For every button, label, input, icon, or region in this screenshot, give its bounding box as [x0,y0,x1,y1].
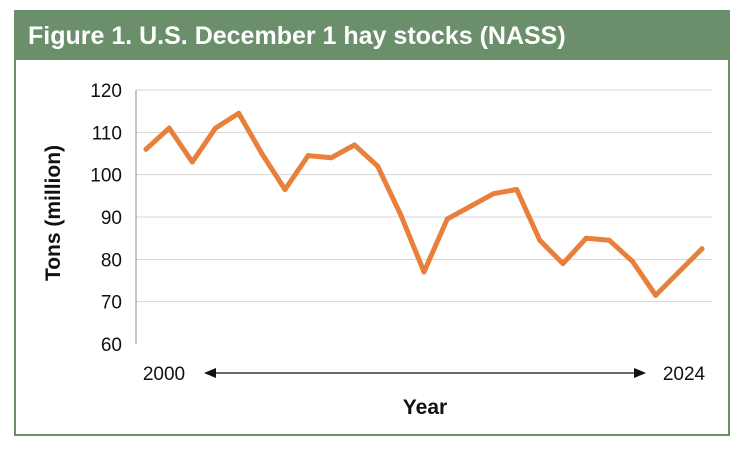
data-point-2004 [236,110,242,116]
data-point-2011 [398,212,404,218]
data-point-2006 [282,186,288,192]
y-axis-title: Tons (million) [42,145,65,281]
data-point-2024 [699,246,705,252]
data-point-2008 [328,155,334,161]
data-point-2017 [537,237,543,243]
data-point-2009 [352,142,357,148]
x-tick-label-start: 2000 [143,364,185,385]
x-tick-label-end: 2024 [663,364,706,385]
data-point-2010 [375,163,381,169]
y-tick-label-120: 120 [90,81,122,102]
data-point-2013 [444,216,450,222]
series-line-0 [143,110,705,298]
data-point-2005 [259,151,265,156]
x-axis-title: Year [403,396,447,419]
data-point-2020 [606,237,612,243]
data-point-2018 [560,261,566,267]
figure-frame: Figure 1. U.S. December 1 hay stocks (NA… [14,10,730,436]
y-tick-label-100: 100 [90,166,122,187]
data-point-2002 [189,159,195,165]
data-point-2012 [421,269,427,275]
data-point-2000 [143,146,149,152]
arrow-left-head [204,368,216,378]
y-tick-label-60: 60 [101,335,122,356]
data-point-2016 [514,186,520,192]
y-tick-label-90: 90 [101,208,122,229]
data-point-2014 [467,203,473,209]
figure-title: Figure 1. U.S. December 1 hay stocks (NA… [16,12,728,60]
data-point-2022 [653,292,659,298]
data-point-2023 [676,269,682,275]
data-point-2021 [630,258,635,264]
arrow-right-head [634,368,646,378]
data-point-2015 [491,191,496,197]
data-point-2001 [166,125,172,131]
data-point-2007 [305,153,311,159]
y-tick-label-80: 80 [101,250,122,271]
data-point-2019 [583,235,589,241]
y-tick-label-70: 70 [101,293,122,314]
data-point-2003 [213,125,218,131]
y-tick-label-110: 110 [92,123,122,144]
